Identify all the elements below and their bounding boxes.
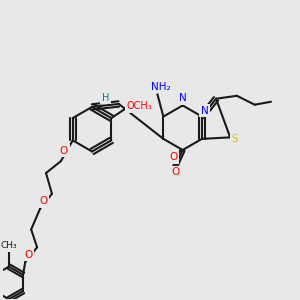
Text: O: O — [60, 146, 68, 156]
Text: O: O — [39, 196, 47, 206]
Text: H: H — [102, 93, 109, 103]
Text: CH₃: CH₃ — [1, 241, 17, 250]
Text: NH₂: NH₂ — [151, 82, 170, 92]
Text: N: N — [201, 106, 209, 116]
Text: O: O — [171, 167, 179, 177]
Text: O: O — [24, 250, 32, 260]
Text: OCH₃: OCH₃ — [127, 101, 152, 111]
Text: O: O — [169, 152, 178, 162]
Text: S: S — [231, 134, 238, 144]
Text: N: N — [179, 93, 187, 103]
